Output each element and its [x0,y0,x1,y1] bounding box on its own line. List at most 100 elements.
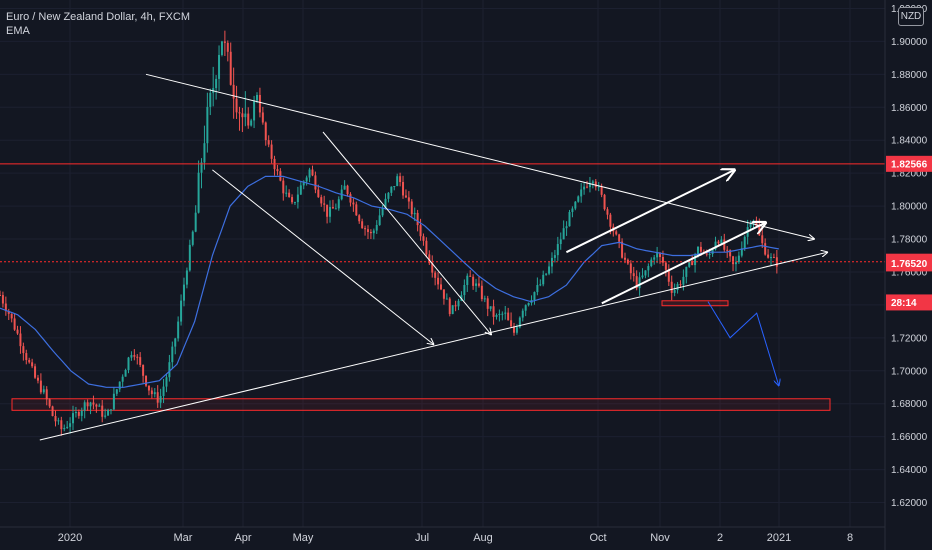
candle-body [688,261,691,267]
currency-badge[interactable]: NZD [898,7,924,26]
candle-body [696,246,699,256]
trend-line[interactable] [145,73,814,239]
candle-body [238,112,241,114]
candle-body [498,313,501,316]
candle-body [31,362,34,367]
candle-body [77,412,80,416]
candle-body [723,239,726,250]
x-tick-label: Apr [234,532,251,544]
candle-body [366,229,369,232]
candle-body [445,298,448,300]
candle-body [334,208,337,210]
candle-body [223,41,226,43]
candle-body [130,355,133,358]
candle-body [618,234,621,242]
candle-body [390,186,393,193]
candle-body [22,346,25,354]
candle-body [276,169,279,172]
trend-line[interactable] [565,170,734,254]
candle-body [323,203,326,205]
candle-body [302,181,305,186]
candle-body [267,140,270,145]
candle-body [442,289,445,299]
time-axis[interactable]: 2020 Mar Apr May Jul Aug Oct Nov 2 2021 8 [58,532,853,544]
candle-body [299,185,302,195]
candle-body [133,355,136,357]
candle-body [162,386,165,396]
candle-body [691,261,694,266]
candle-body [469,275,472,277]
candle-body [758,225,761,236]
candle-body [72,413,75,424]
trend-line[interactable] [707,301,779,386]
candle-body [182,284,185,301]
symbol-title[interactable]: Euro / New Zealand Dollar, 4h, FXCM [6,11,191,23]
trend-line[interactable] [322,131,491,335]
candle-body [732,256,735,265]
candle-body [305,177,308,182]
candle-body [25,353,28,360]
candle-body [510,320,513,327]
x-tick-label: May [293,532,314,544]
candle-body [45,389,48,400]
candle-body [699,246,702,252]
ema-line [0,175,779,388]
candle-body [670,281,673,293]
candle-body [448,298,451,315]
candle-body [372,230,375,234]
candle-body [740,248,743,256]
candle-body [568,212,571,227]
candle-body [626,259,629,264]
candle-body [521,310,524,318]
candle-body [261,112,264,123]
candle-body [174,338,177,347]
candle-body [466,275,469,286]
trend-line[interactable] [601,223,766,305]
candle-body [659,253,662,258]
candle-body [644,270,647,276]
candle-body [291,197,294,203]
price-tag-label: 28:14 [891,298,917,309]
candle-body [63,427,66,430]
candle-body [483,298,486,300]
candle-body [127,357,130,370]
y-tick-label: 1.64000 [891,465,928,476]
candle-body [664,262,667,270]
y-tick-label: 1.86000 [891,103,928,114]
candle-body [80,410,83,416]
candle-body [734,262,737,265]
candle-body [375,225,378,231]
candle-body [136,356,139,358]
candle-body [121,376,124,382]
candle-body [524,305,527,311]
candle-body [717,241,720,244]
candle-body [673,290,676,293]
candle-body [142,364,145,376]
candle-body [387,192,390,199]
candle-body [285,192,288,194]
candle-body [656,253,659,258]
candle-body [168,362,171,378]
trend-line[interactable] [212,169,433,345]
candle-body [364,228,367,230]
candle-body [293,202,296,204]
candle-body [737,255,740,263]
candle-body [393,185,396,187]
candle-body [10,313,13,319]
candle-body [83,402,86,411]
candle-body [451,305,454,315]
x-tick-label: 2021 [767,532,791,544]
trend-line[interactable] [39,252,828,441]
candle-body [244,113,247,118]
candle-body [191,231,194,245]
indicator-label[interactable]: EMA [6,25,30,37]
candle-body [580,189,583,197]
target-zone [661,300,729,307]
candle-body [39,380,42,393]
candle-body [329,207,332,217]
candle-body [250,120,253,126]
candle-body [54,416,57,422]
candle-body [539,284,542,286]
candle-body [188,244,191,271]
